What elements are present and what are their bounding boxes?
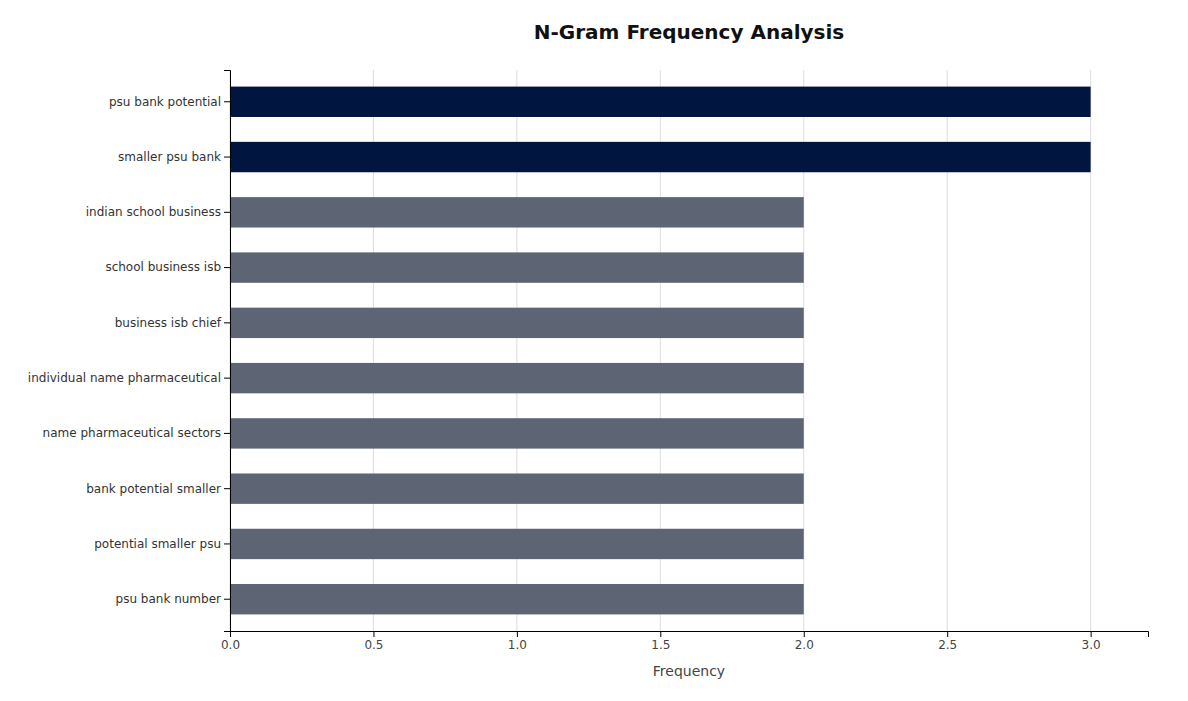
tick-mark (224, 378, 230, 379)
tick-label: 1.0 (508, 638, 527, 652)
tick: 0.0 (221, 631, 240, 652)
tick: smaller psu bank (118, 150, 230, 164)
tick-mark (373, 631, 374, 637)
bar (230, 87, 1091, 117)
tick-label: 0.5 (364, 638, 383, 652)
tick-mark (804, 631, 805, 637)
axis-line (224, 71, 231, 632)
bar (230, 197, 804, 227)
tick: 1.0 (508, 631, 527, 652)
tick: psu bank potential (109, 95, 230, 109)
tick-label: indian school business (86, 205, 221, 219)
tick-label: potential smaller psu (94, 537, 221, 551)
bar (230, 252, 804, 282)
tick-label: business isb chief (115, 316, 222, 330)
tick-label: 2.5 (938, 638, 957, 652)
tick-label: psu bank potential (109, 95, 221, 109)
tick: individual name pharmaceutical (28, 371, 230, 385)
bar (230, 584, 804, 614)
tick-mark (224, 543, 230, 544)
tick-label: 1.5 (651, 638, 670, 652)
bar (230, 142, 1091, 172)
tick: school business isb (105, 260, 230, 274)
tick: business isb chief (115, 316, 230, 330)
tick-label: 3.0 (1082, 638, 1101, 652)
bar (230, 529, 804, 559)
tick: 1.5 (651, 631, 670, 652)
tick-label: bank potential smaller (86, 482, 221, 496)
tick: 0.5 (364, 631, 383, 652)
tick-mark (224, 322, 230, 323)
chart: 0.0 0.5 1.0 1.5 2.0 2.5 3.0 psu bank number pote… (0, 0, 1188, 701)
tick: 3.0 (1082, 631, 1101, 652)
tick-mark (224, 212, 230, 213)
tick-label: 2.0 (795, 638, 814, 652)
tick-mark (224, 433, 230, 434)
title: N-Gram Frequency Analysis (534, 20, 844, 44)
tick-mark (660, 631, 661, 637)
tick-label: individual name pharmaceutical (28, 371, 221, 385)
axis-title: Frequency (653, 663, 725, 679)
tick-mark (224, 267, 230, 268)
grid (230, 70, 1091, 631)
bar (230, 418, 804, 448)
tick: indian school business (86, 205, 230, 219)
bar (230, 363, 804, 393)
plot: 0.0 0.5 1.0 1.5 2.0 2.5 3.0 psu bank number pote… (28, 70, 1149, 652)
tick-label: name pharmaceutical sectors (43, 426, 221, 440)
tick-mark (224, 101, 230, 102)
tick-mark (947, 631, 948, 637)
x-axis: 0.0 0.5 1.0 1.5 2.0 2.5 3.0 (221, 631, 1149, 652)
bar (230, 308, 804, 338)
tick-label: 0.0 (221, 638, 240, 652)
tick: potential smaller psu (94, 537, 230, 551)
bars (230, 87, 1091, 615)
tick-mark (224, 157, 230, 158)
bar (230, 473, 804, 503)
tick: name pharmaceutical sectors (43, 426, 230, 440)
tick-label: psu bank number (116, 592, 222, 606)
tick-mark (224, 599, 230, 600)
axis-line (231, 632, 1149, 638)
tick: 2.0 (795, 631, 814, 652)
tick-mark (1091, 631, 1092, 637)
tick-label: smaller psu bank (118, 150, 221, 164)
tick-mark (224, 488, 230, 489)
tick-label: school business isb (105, 260, 221, 274)
tick: bank potential smaller (86, 482, 230, 496)
y-axis: psu bank number potential smaller psu bank… (28, 71, 231, 632)
tick: psu bank number (116, 592, 230, 606)
tick: 2.5 (938, 631, 957, 652)
tick-mark (517, 631, 518, 637)
